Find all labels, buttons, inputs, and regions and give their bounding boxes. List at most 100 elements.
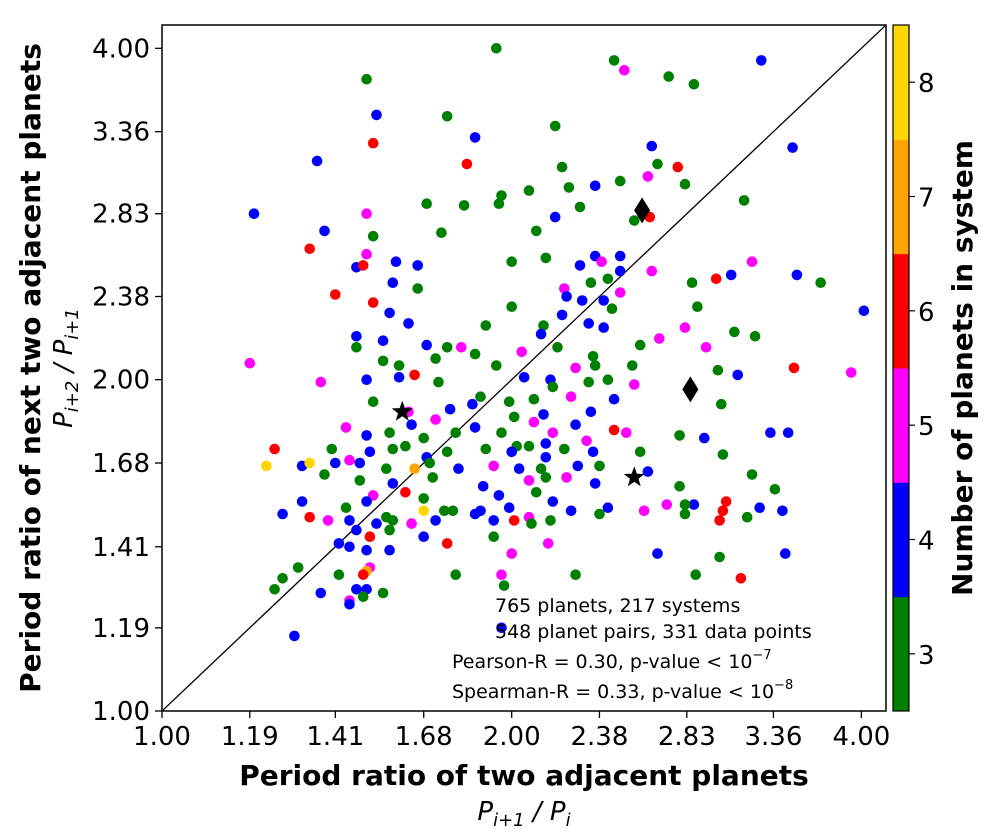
data-point <box>545 515 556 526</box>
data-point <box>679 322 691 333</box>
data-point <box>585 406 597 418</box>
data-point <box>384 524 395 536</box>
data-point <box>354 457 366 469</box>
data-point <box>357 569 369 580</box>
data-point <box>409 463 420 475</box>
annotation-counts: 765 planets, 217 systems <box>495 595 740 617</box>
colorbar-segment <box>893 482 909 598</box>
data-point <box>642 466 654 477</box>
data-point <box>608 55 620 66</box>
data-point <box>716 398 727 410</box>
data-point <box>614 175 626 187</box>
data-point <box>538 409 549 420</box>
data-point <box>565 391 577 403</box>
data-point <box>674 430 685 441</box>
annotation-pairs: 548 planet pairs, 331 data points <box>495 621 812 643</box>
data-point <box>729 326 740 338</box>
data-point <box>456 342 467 353</box>
data-point <box>540 452 552 463</box>
x-tick-label: 2.38 <box>571 722 629 752</box>
data-point <box>304 457 316 469</box>
data-point <box>421 198 433 209</box>
data-point <box>526 518 537 529</box>
colorbar <box>892 24 910 712</box>
colorbar-frame <box>892 24 910 712</box>
data-point <box>688 79 700 90</box>
data-point <box>311 155 323 167</box>
data-point <box>561 472 572 483</box>
data-point <box>430 414 441 425</box>
data-point <box>488 531 500 542</box>
data-point <box>777 505 788 517</box>
data-point <box>277 508 288 520</box>
data-point <box>493 198 505 209</box>
data-point <box>351 342 362 353</box>
data-point <box>699 432 710 444</box>
data-point <box>361 248 372 260</box>
y-tick-label: 2.38 <box>92 283 150 313</box>
data-point <box>506 256 517 268</box>
data-point <box>559 443 570 455</box>
y-axis-subtitle: Pi+2 / Pi+1 <box>49 308 83 428</box>
data-point <box>330 457 341 469</box>
data-point <box>357 260 369 271</box>
data-point <box>393 360 405 371</box>
data-point <box>371 109 382 121</box>
data-point <box>663 71 674 82</box>
y-axis-title: Period ratio of next two adjacent planet… <box>14 43 47 693</box>
x-tick-label: 1.41 <box>306 722 364 752</box>
data-point <box>679 178 691 190</box>
star-marker <box>623 466 645 487</box>
data-point <box>367 137 379 149</box>
data-point <box>780 548 791 559</box>
data-point <box>646 140 658 152</box>
data-point <box>614 250 626 262</box>
data-point <box>381 463 392 475</box>
annotation-spearman: Spearman-R = 0.33, p-value < 10−8 <box>452 678 793 703</box>
data-point <box>508 515 520 526</box>
x-tick-label: 1.68 <box>395 722 453 752</box>
data-point <box>654 333 665 344</box>
data-point <box>506 301 517 313</box>
data-point <box>506 446 517 458</box>
colorbar-tick-label: 5 <box>918 412 935 442</box>
data-point <box>418 432 430 444</box>
data-point <box>400 487 411 498</box>
data-point <box>400 440 411 452</box>
data-point <box>587 351 599 362</box>
data-point <box>412 260 424 271</box>
data-point <box>549 211 561 223</box>
data-point <box>602 273 614 285</box>
data-point <box>387 478 399 489</box>
data-point <box>406 518 417 529</box>
data-point <box>377 355 389 367</box>
data-point <box>319 469 330 480</box>
data-point <box>387 277 399 289</box>
y-tick-label: 2.83 <box>92 200 150 230</box>
data-point <box>638 505 650 517</box>
data-point <box>606 303 618 315</box>
data-point <box>450 569 462 580</box>
data-point <box>506 548 517 559</box>
data-point <box>570 419 581 431</box>
data-point <box>608 393 620 405</box>
data-point <box>361 430 372 441</box>
data-point <box>735 573 747 584</box>
data-point <box>361 208 372 219</box>
data-points <box>244 43 870 642</box>
star-marker <box>391 400 413 421</box>
data-point <box>371 518 382 529</box>
data-point <box>364 446 376 458</box>
colorbar-tick-label: 6 <box>918 298 935 328</box>
data-point <box>614 287 626 298</box>
data-point <box>712 364 724 376</box>
data-point <box>576 295 588 306</box>
data-point <box>561 291 572 302</box>
data-point <box>692 301 703 313</box>
data-point <box>384 544 395 556</box>
data-point <box>547 427 559 439</box>
y-tick-label: 3.36 <box>92 118 150 148</box>
data-point <box>552 342 563 353</box>
data-point <box>304 243 316 255</box>
special-markers <box>391 197 699 487</box>
